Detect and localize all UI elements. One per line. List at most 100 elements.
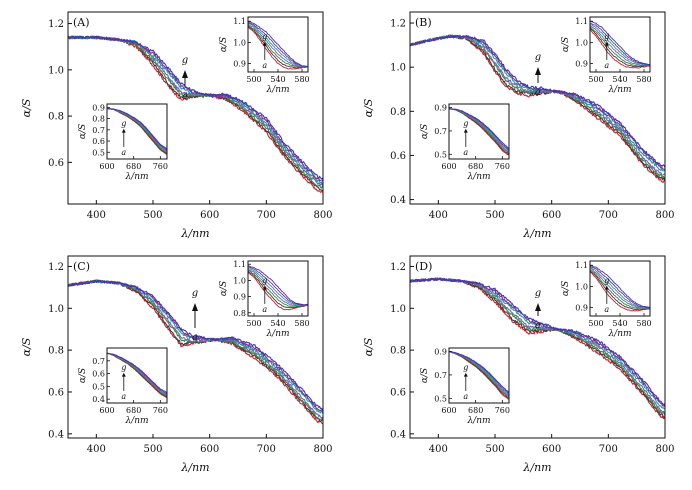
- inset-y-axis-label: α/S: [561, 37, 571, 52]
- inset-top-right: 500 540 580 0.9 1.0 1.1 λ/nm α/S g a: [219, 16, 310, 95]
- inset-series-a: [589, 29, 651, 69]
- inset-y-tick-label: 1.0: [575, 282, 588, 291]
- inset-x-tick-label: 500: [246, 75, 261, 84]
- inset-series-d: [448, 108, 510, 153]
- y-tick-label: 1.0: [48, 304, 64, 315]
- panel-b: 400 500 600 700 800 0.4 0.6 0.8 1.0 1.2 λ/nm α/S (B)…: [362, 11, 675, 240]
- inset-y-tick-label: 0.5: [434, 150, 447, 159]
- inset-y-axis-label: α/S: [420, 124, 430, 139]
- curve-label-a: a: [192, 332, 198, 343]
- inset-y-tick-label: 0.6: [92, 137, 105, 146]
- inset-frame: [448, 347, 510, 404]
- inset-y-tick-label: 1.1: [233, 260, 246, 269]
- inset-y-tick-label: 1.0: [575, 38, 588, 47]
- inset-x-tick-label: 500: [246, 319, 261, 328]
- inset-curve-label-g: g: [604, 32, 609, 41]
- x-tick-label: 800: [313, 444, 332, 455]
- x-axis-label: λ/nm: [522, 227, 551, 240]
- inset-curve-label-g: g: [463, 363, 468, 372]
- y-tick-label: 0.6: [390, 151, 406, 162]
- inset-series-e: [247, 22, 309, 68]
- y-tick-label: 1.2: [48, 19, 64, 30]
- inset-y-tick-label: 0.5: [434, 394, 447, 403]
- x-tick-label: 800: [655, 210, 674, 221]
- plot-frame: [409, 255, 666, 439]
- inset-series-b: [589, 27, 651, 68]
- inset-curve-label-a: a: [604, 61, 609, 70]
- x-axis-label: λ/nm: [180, 461, 209, 474]
- series-line-g: [67, 35, 324, 180]
- y-tick-label: 0.6: [390, 387, 406, 398]
- curve-label-a: a: [535, 87, 541, 98]
- inset-x-tick-label: 580: [636, 75, 651, 84]
- y-tick-label: 0.4: [390, 429, 406, 440]
- y-tick-label: 1.0: [390, 63, 406, 74]
- inset-curve-label-g: g: [121, 119, 126, 128]
- inset-y-tick-label: 0.9: [233, 293, 246, 302]
- inset-arrow-head: [463, 128, 468, 133]
- series-group: [409, 34, 666, 183]
- inset-series-f: [589, 22, 651, 66]
- inset-y-axis-label: α/S: [219, 37, 229, 52]
- inset-top-right: 500 540 580 0.9 1.0 1.1 λ/nm α/S g a: [561, 16, 652, 95]
- inset-x-tick-label: 760: [495, 162, 510, 171]
- inset-series-g: [448, 350, 510, 393]
- x-tick-label: 500: [485, 210, 504, 221]
- inset-arrow-head: [463, 372, 468, 377]
- inset-arrow-head: [262, 41, 267, 46]
- inset-x-axis-label: λ/nm: [466, 416, 490, 426]
- x-tick-label: 500: [485, 444, 504, 455]
- inset-curve-label-g: g: [262, 32, 267, 41]
- x-axis-label: λ/nm: [522, 461, 551, 474]
- x-tick-label: 600: [200, 444, 219, 455]
- inset-y-axis-label: α/S: [219, 281, 229, 296]
- inset-y-tick-label: 1.1: [575, 261, 588, 270]
- inset-series-f: [247, 22, 309, 68]
- inset-series-c: [589, 269, 651, 310]
- inset-series-g: [589, 20, 651, 65]
- inset-arrow-head: [262, 285, 267, 290]
- inset-curve-label-g: g: [121, 363, 126, 372]
- curve-label-a: a: [182, 91, 188, 102]
- series-line-g: [409, 34, 666, 168]
- inset-curve-label-a: a: [604, 305, 609, 314]
- inset-y-tick-label: 0.7: [434, 371, 447, 380]
- inset-y-tick-label: 0.7: [434, 127, 447, 136]
- inset-series-b: [247, 25, 309, 69]
- inset-series-f: [247, 266, 309, 306]
- inset-x-tick-label: 580: [294, 319, 309, 328]
- x-tick-label: 700: [257, 210, 276, 221]
- inset-series-e: [589, 23, 651, 66]
- x-tick-label: 500: [143, 210, 162, 221]
- inset-x-axis-label: λ/nm: [607, 329, 631, 339]
- inset-series-g: [589, 264, 651, 308]
- trend-arrow-head: [535, 67, 541, 75]
- inset-series-d: [448, 351, 510, 397]
- inset-curve-label-g: g: [604, 276, 609, 285]
- x-tick-label: 700: [257, 444, 276, 455]
- inset-y-axis-label: α/S: [561, 281, 571, 296]
- series-line-e: [409, 34, 666, 172]
- y-axis-label: α/S: [20, 337, 33, 356]
- x-tick-label: 800: [655, 444, 674, 455]
- inset-arrow-head: [121, 128, 126, 133]
- inset-series-b: [589, 270, 651, 311]
- y-axis-label: α/S: [362, 337, 375, 356]
- inset-curve-label-a: a: [262, 61, 267, 70]
- x-tick-label: 400: [429, 210, 448, 221]
- y-tick-label: 0.4: [48, 429, 64, 440]
- inset-y-tick-label: 0.9: [233, 60, 246, 69]
- inset-y-tick-label: 0.9: [575, 304, 588, 313]
- inset-series-b: [448, 351, 510, 399]
- inset-x-tick-label: 680: [468, 406, 483, 415]
- x-axis-label: λ/nm: [180, 227, 209, 240]
- curve-label-g: g: [182, 55, 188, 66]
- inset-arrow-head: [604, 41, 609, 46]
- inset-top-right: 500 540 580 0.9 1.0 1.1 λ/nm α/S g a: [561, 260, 652, 339]
- x-tick-label: 600: [542, 210, 561, 221]
- inset-curve-label-a: a: [121, 392, 126, 401]
- y-tick-label: 0.6: [48, 158, 64, 169]
- inset-curve-label-a: a: [463, 148, 468, 157]
- y-tick-label: 1.0: [390, 304, 406, 315]
